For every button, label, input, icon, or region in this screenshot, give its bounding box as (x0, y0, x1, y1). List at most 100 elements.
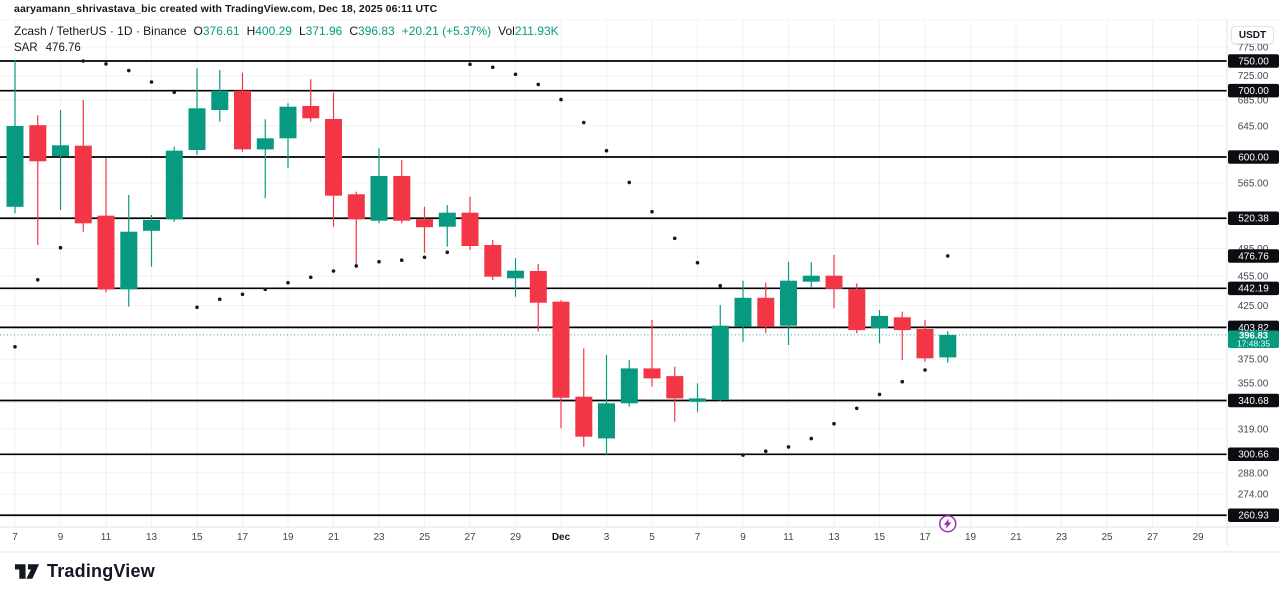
candle (666, 366, 684, 422)
price-tick-label: 319.00 (1238, 424, 1269, 435)
chart-legend: Zcash / TetherUS · 1D · Binance O376.61 … (14, 24, 559, 56)
event-marker-icon[interactable] (939, 515, 957, 533)
date-tick-label: 23 (1056, 532, 1068, 543)
candle-body (29, 125, 47, 162)
candle (97, 158, 115, 293)
candle-body (143, 220, 160, 231)
candle (52, 110, 69, 210)
price-tick-label: 725.00 (1238, 71, 1269, 82)
candle-body (234, 90, 251, 150)
candle (393, 160, 411, 224)
candle-body (302, 106, 320, 119)
sar-dot (172, 90, 177, 95)
tradingview-logo-icon (14, 564, 40, 579)
sar-dot (832, 421, 836, 426)
lightning-bolt-icon (943, 518, 952, 529)
currency-unit-button[interactable]: USDT (1231, 26, 1274, 44)
candle-body (757, 297, 775, 327)
sar-dot (331, 269, 336, 273)
candle (347, 191, 365, 265)
sar-dot (263, 287, 268, 292)
candle-body (734, 297, 752, 327)
candle-body (552, 301, 570, 398)
indicator-legend[interactable]: SAR 476.76 (14, 41, 559, 56)
candle-body (211, 90, 229, 110)
indicator-name: SAR (14, 42, 38, 54)
date-tick-label: 21 (1010, 532, 1022, 543)
level-price-label-text: 403.82 (1238, 323, 1269, 334)
sar-dot (854, 406, 859, 411)
candle (529, 264, 547, 332)
level-price-label[interactable] (1228, 211, 1279, 226)
level-price-label-text: 300.66 (1238, 450, 1269, 461)
price-tick-label: 355.00 (1238, 378, 1269, 389)
candle (29, 115, 47, 245)
level-price-label-text: 750.00 (1238, 56, 1269, 67)
candle (643, 320, 661, 387)
ohlc-high: H400.29 (246, 24, 292, 38)
price-tick-label: 425.00 (1238, 301, 1269, 312)
sar-dot (604, 148, 609, 153)
indicator-value: 476.76 (45, 42, 81, 54)
date-tick-label: 29 (1192, 532, 1204, 543)
candle-body (871, 315, 888, 329)
candle (6, 60, 24, 214)
sar-dot (354, 264, 359, 268)
candle (416, 206, 433, 253)
candle-body (780, 280, 797, 326)
symbol-title[interactable]: Zcash / TetherUS · 1D · Binance (14, 24, 187, 38)
bar-countdown: 17:48:35 (1237, 339, 1270, 349)
level-price-label[interactable] (1228, 393, 1279, 408)
candle-body (529, 271, 547, 303)
date-tick-label: 11 (783, 532, 794, 543)
sar-dot (650, 209, 654, 214)
sar-dot (877, 392, 882, 397)
candle-body (74, 145, 92, 224)
sar-dot (741, 453, 745, 457)
level-price-label[interactable] (1228, 54, 1279, 68)
sar-dot (923, 368, 927, 372)
price-tick-label: 288.00 (1238, 468, 1269, 479)
candle (325, 92, 342, 227)
candle (552, 300, 570, 429)
price-tick-label: 685.00 (1238, 96, 1269, 107)
candle-body (484, 245, 502, 277)
candle (734, 280, 752, 342)
candle (689, 383, 706, 412)
sar-dot (13, 345, 17, 349)
level-price-label[interactable] (1228, 83, 1279, 98)
candle (825, 255, 843, 309)
date-tick-label: 23 (373, 532, 385, 543)
price-tick-label: 775.00 (1238, 42, 1269, 53)
price-tick-label: 375.00 (1238, 355, 1269, 366)
sar-dot (763, 449, 768, 454)
date-tick-label: 9 (58, 532, 64, 543)
sar-dot (195, 305, 199, 310)
tradingview-footer-link[interactable]: TradingView (14, 560, 155, 582)
sar-dot (58, 245, 63, 250)
brand-name: TradingView (47, 560, 155, 581)
candle (302, 79, 320, 122)
candle (461, 196, 479, 250)
time-axis-background[interactable] (0, 527, 1280, 546)
level-price-label[interactable] (1228, 508, 1279, 523)
price-axis-background[interactable] (1227, 18, 1280, 529)
date-tick-label: 9 (740, 532, 746, 543)
candle (575, 348, 593, 447)
date-tick-label: 3 (604, 532, 610, 543)
sar-price-label[interactable] (1228, 249, 1279, 263)
candle (74, 100, 92, 232)
candle (256, 119, 274, 199)
candle-body (438, 212, 456, 227)
candle-body (848, 289, 866, 331)
candle-body (416, 219, 433, 228)
candle-body (666, 376, 684, 399)
sar-dot (308, 275, 313, 280)
sar-dot (945, 254, 950, 258)
level-price-label[interactable] (1228, 447, 1279, 462)
level-price-label[interactable] (1228, 281, 1279, 296)
level-price-label[interactable] (1228, 150, 1279, 164)
level-price-label-text: 520.38 (1238, 214, 1269, 225)
